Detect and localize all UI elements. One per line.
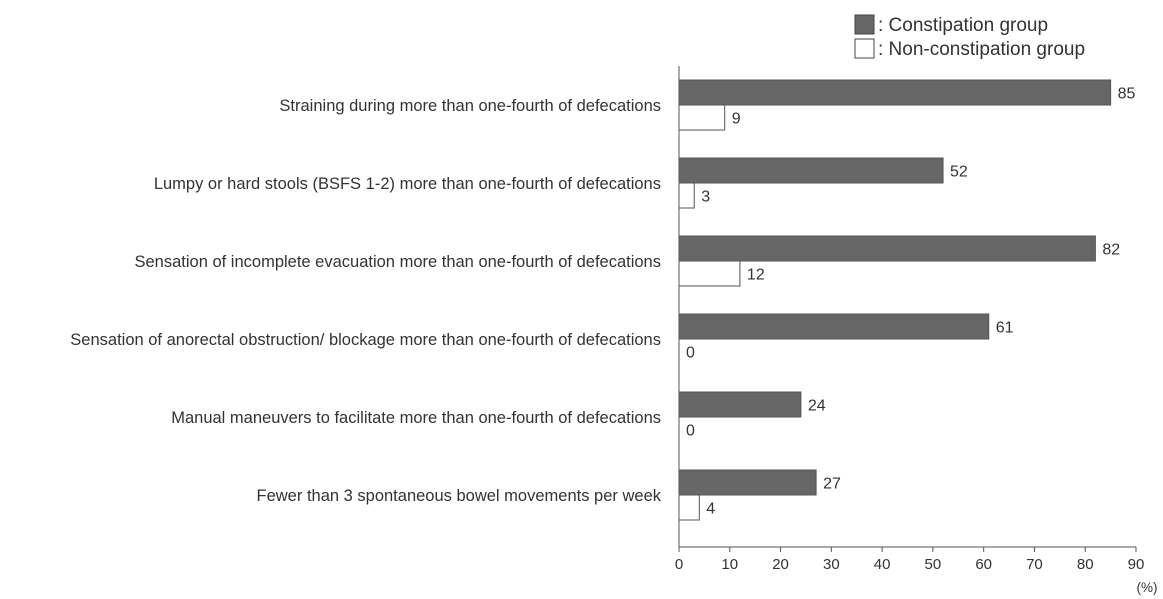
data-label-non-constipation-4: 0 (686, 423, 695, 440)
bar-non-constipation-5 (678, 494, 700, 521)
x-tick-label-50: 50 (925, 556, 942, 573)
bar-non-constipation-1 (678, 182, 695, 209)
data-label-constipation-2: 82 (1102, 242, 1120, 259)
data-label-non-constipation-1: 3 (701, 189, 710, 206)
category-label-2: Sensation of incomplete evacuation more … (134, 253, 661, 271)
bar-non-constipation-0 (678, 104, 726, 131)
x-axis-unit: (%) (1137, 580, 1158, 595)
x-tick-label-40: 40 (874, 556, 891, 573)
legend-swatch-non-constipation (854, 38, 875, 59)
data-label-non-constipation-3: 0 (686, 345, 695, 362)
bar-constipation-4 (678, 391, 802, 418)
data-label-non-constipation-5: 4 (706, 501, 715, 518)
category-labels: Straining during more than one-fourth of… (70, 97, 661, 505)
data-label-constipation-4: 24 (808, 398, 826, 415)
category-label-3: Sensation of anorectal obstruction/ bloc… (70, 331, 661, 349)
data-label-constipation-3: 61 (996, 320, 1014, 337)
x-tick-label-60: 60 (975, 556, 992, 573)
bar-constipation-1 (678, 157, 944, 184)
bar-constipation-2 (678, 235, 1096, 262)
x-tick-label-80: 80 (1077, 556, 1094, 573)
category-label-5: Fewer than 3 spontaneous bowel movements… (257, 487, 662, 505)
category-label-1: Lumpy or hard stools (BSFS 1-2) more tha… (154, 175, 661, 193)
data-label-constipation-0: 85 (1118, 86, 1136, 103)
legend-label-non-constipation: : Non-constipation group (878, 39, 1085, 60)
x-axis: 0 10 20 30 40 50 60 70 80 90 (675, 66, 1145, 573)
bar-constipation-3 (678, 313, 990, 340)
x-tick-label-70: 70 (1026, 556, 1043, 573)
category-label-0: Straining during more than one-fourth of… (279, 97, 661, 115)
x-tick-label-20: 20 (772, 556, 789, 573)
category-label-4: Manual maneuvers to facilitate more than… (171, 409, 661, 427)
x-tick-label-30: 30 (823, 556, 840, 573)
data-label-non-constipation-2: 12 (747, 267, 765, 284)
x-tick-label-10: 10 (721, 556, 738, 573)
bar-non-constipation-2 (678, 260, 741, 287)
data-label-non-constipation-0: 9 (732, 111, 741, 128)
x-tick-label-0: 0 (675, 556, 683, 573)
bar-group: 85 9 52 3 82 12 61 0 24 0 27 4 (678, 79, 1136, 521)
data-label-constipation-1: 52 (950, 164, 968, 181)
legend-swatch-constipation (854, 14, 875, 35)
legend: : Constipation group : Non-constipation g… (854, 14, 1085, 60)
bar-constipation-5 (678, 469, 817, 496)
bar-constipation-0 (678, 79, 1112, 106)
data-label-constipation-5: 27 (823, 476, 841, 493)
x-tick-label-90: 90 (1128, 556, 1145, 573)
legend-label-constipation: : Constipation group (878, 15, 1048, 36)
